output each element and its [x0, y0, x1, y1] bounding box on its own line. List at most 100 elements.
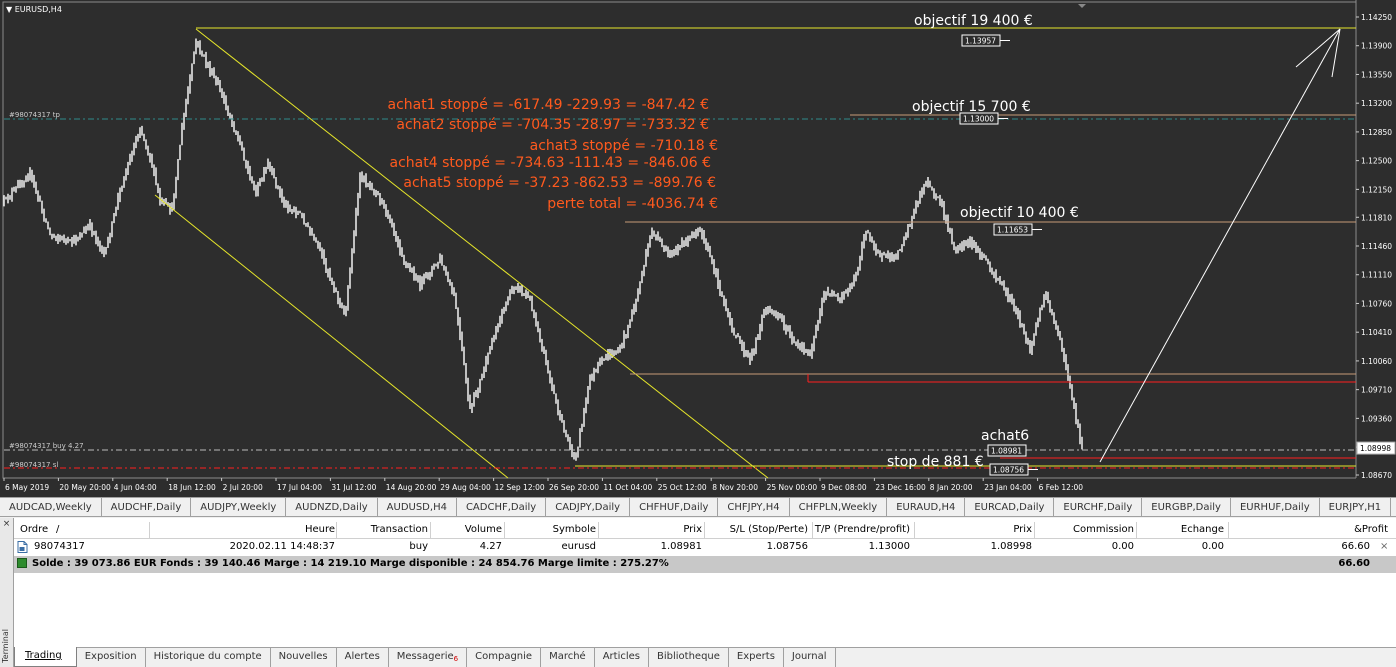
symbol-tab[interactable]: CHFJPY,H4	[718, 498, 790, 516]
objective-label: objectif 10 400 €	[960, 205, 1079, 221]
symbol-tab[interactable]: CADCHF,Daily	[457, 498, 547, 516]
symbol-tab[interactable]: EURCHF,Daily	[1054, 498, 1143, 516]
tab-marché[interactable]: Marché	[541, 648, 595, 667]
column-separator[interactable]	[504, 522, 505, 539]
column-header[interactable]: Volume	[464, 524, 502, 535]
column-header[interactable]: Transaction	[370, 524, 428, 535]
time-tick-label: 9 Dec 08:00	[821, 483, 867, 492]
symbol-tab-bar: AUDCAD,Weekly AUDCHF,Daily AUDJPY,Weekly AU…	[0, 497, 1396, 517]
time-tick-label: 25 Oct 12:00	[658, 483, 707, 492]
column-header[interactable]: Ordre	[20, 524, 49, 535]
tab-label: Journal	[791, 651, 827, 662]
tab-trading[interactable]: Trading	[14, 647, 77, 667]
column-separator[interactable]	[914, 522, 915, 539]
tab-journal[interactable]: Journal	[784, 648, 836, 667]
symbol-tab[interactable]: EURGBP,Daily	[1142, 498, 1231, 516]
chart-canvas[interactable]: 1.14250 1.13900 1.13550 1.13200 1.12850 1.125…	[0, 0, 1396, 497]
time-tick-label: 8 Nov 20:00	[712, 483, 758, 492]
column-header[interactable]: Echange	[1180, 524, 1224, 535]
time-tick-label: 25 Nov 00:00	[767, 483, 818, 492]
chart-menu-arrow-icon[interactable]: ▼	[6, 5, 15, 14]
close-terminal-icon[interactable]: ×	[2, 519, 11, 529]
loss-annotation: achat3 stoppé = -710.18 €	[530, 138, 718, 154]
close-order-icon[interactable]: ×	[1380, 541, 1389, 552]
tab-articles[interactable]: Articles	[595, 648, 649, 667]
order-cell-open_price: 1.08981	[660, 541, 702, 552]
time-tick-label: 4 Jun 04:00	[114, 483, 157, 492]
current-price-label: 1.08998	[1360, 444, 1391, 453]
tab-messagerie[interactable]: Messagerie6	[389, 648, 468, 667]
column-separator[interactable]	[430, 522, 431, 539]
loss-annotation: achat1 stoppé = -617.49 -229.93 = -847.4…	[388, 97, 710, 113]
column-separator[interactable]	[812, 522, 813, 539]
column-header[interactable]: Prix	[1013, 524, 1032, 535]
price-tick-label: 1.09710	[1361, 386, 1392, 395]
symbol-tab[interactable]: EURAUD,H4	[887, 498, 966, 516]
column-separator[interactable]	[1228, 522, 1229, 539]
time-tick-label: 26 Sep 20:00	[549, 483, 599, 492]
tab-compagnie[interactable]: Compagnie	[467, 648, 542, 667]
price-chart[interactable]: 1.14250 1.13900 1.13550 1.13200 1.12850 1.125…	[0, 0, 1396, 497]
symbol-tab[interactable]: AUDNZD,Daily	[286, 498, 378, 516]
symbol-tab[interactable]: CHFHUF,Daily	[630, 498, 719, 516]
order-cell-symbol: eurusd	[561, 541, 597, 552]
column-separator[interactable]	[336, 522, 337, 539]
column-header[interactable]: Heure	[304, 524, 335, 535]
symbol-tab[interactable]: AUDCAD,Weekly	[0, 498, 102, 516]
target-arrowhead-left	[1295, 28, 1341, 68]
chart-shift-marker-icon[interactable]	[1078, 4, 1086, 8]
price-tick-label: 1.12150	[1361, 185, 1392, 194]
order-cell-type: buy	[409, 541, 428, 552]
loss-annotation: achat4 stoppé = -734.63 -111.43 = -846.0…	[390, 155, 712, 171]
time-tick-label: 20 May 20:00	[59, 483, 111, 492]
chart-symbol-title: ▼ EURUSD,H4	[6, 5, 62, 14]
symbol-tab[interactable]: EURJPY,H1	[1320, 498, 1392, 516]
time-tick-label: 14 Aug 20:00	[386, 483, 437, 492]
tab-exposition[interactable]: Exposition	[77, 648, 146, 667]
objective-price-label: 1.13000	[963, 115, 994, 124]
column-separator[interactable]	[598, 522, 599, 539]
stop-label: stop de 881 €	[887, 454, 984, 470]
channel-lower-line	[154, 194, 509, 479]
balance-icon	[17, 558, 27, 568]
tab-experts[interactable]: Experts	[729, 648, 784, 667]
tab-alertes[interactable]: Alertes	[337, 648, 389, 667]
column-separator[interactable]	[149, 522, 150, 539]
order-cell-swap: 0.00	[1201, 541, 1224, 552]
symbol-tab[interactable]: EUI ‹	[1391, 498, 1396, 516]
column-separator[interactable]	[1136, 522, 1137, 539]
column-header[interactable]: S/L (Stop/Perte)	[729, 524, 808, 535]
terminal-tab-bar: Trading Exposition Historique du compte Nou…	[14, 647, 1396, 667]
column-header[interactable]: T/P (Prendre/profit)	[814, 524, 910, 535]
plot-frame	[2, 1, 1357, 479]
symbol-tab[interactable]: CHFPLN,Weekly	[790, 498, 888, 516]
symbol-tab[interactable]: AUDUSD,H4	[378, 498, 457, 516]
column-header[interactable]: &Profit	[1354, 524, 1388, 535]
column-header[interactable]: /	[56, 524, 60, 535]
tab-bibliotheque[interactable]: Bibliotheque	[649, 648, 729, 667]
objective-label: objectif 19 400 €	[914, 13, 1033, 29]
column-separator[interactable]	[704, 522, 705, 539]
price-candles	[3, 38, 1083, 461]
order-cell-id: 98074317	[34, 541, 85, 552]
column-header[interactable]: Prix	[683, 524, 702, 535]
column-separator[interactable]	[1034, 522, 1035, 539]
buy-order-label: #98074317 buy 4.27	[9, 442, 84, 450]
orders-table: Ordre / Heure Transaction Volume Symbole Prix S…	[14, 522, 1396, 573]
table-row[interactable]: 98074317 2020.02.11 14:48:37 buy 4.27 eurusd…	[14, 539, 1396, 556]
tab-label: Experts	[736, 651, 775, 662]
column-header[interactable]: Commission	[1072, 524, 1134, 535]
price-tick-label: 1.08670	[1361, 471, 1392, 480]
tab-nouvelles[interactable]: Nouvelles	[271, 648, 337, 667]
achat6-price-label: 1.08981	[991, 447, 1022, 456]
tab-label: Historique du compte	[153, 651, 262, 662]
column-header[interactable]: Symbole	[552, 524, 596, 535]
symbol-tab[interactable]: AUDJPY,Weekly	[191, 498, 287, 516]
symbol-tab[interactable]: EURCAD,Daily	[965, 498, 1055, 516]
tab-historique-du-compte[interactable]: Historique du compte	[146, 648, 271, 667]
symbol-tab[interactable]: EURHUF,Daily	[1231, 498, 1320, 516]
balance-summary: Solde : 39 073.86 EUR Fonds : 39 140.46 …	[32, 558, 669, 569]
symbol-tab[interactable]: CADJPY,Daily	[546, 498, 631, 516]
symbol-tab[interactable]: AUDCHF,Daily	[102, 498, 192, 516]
